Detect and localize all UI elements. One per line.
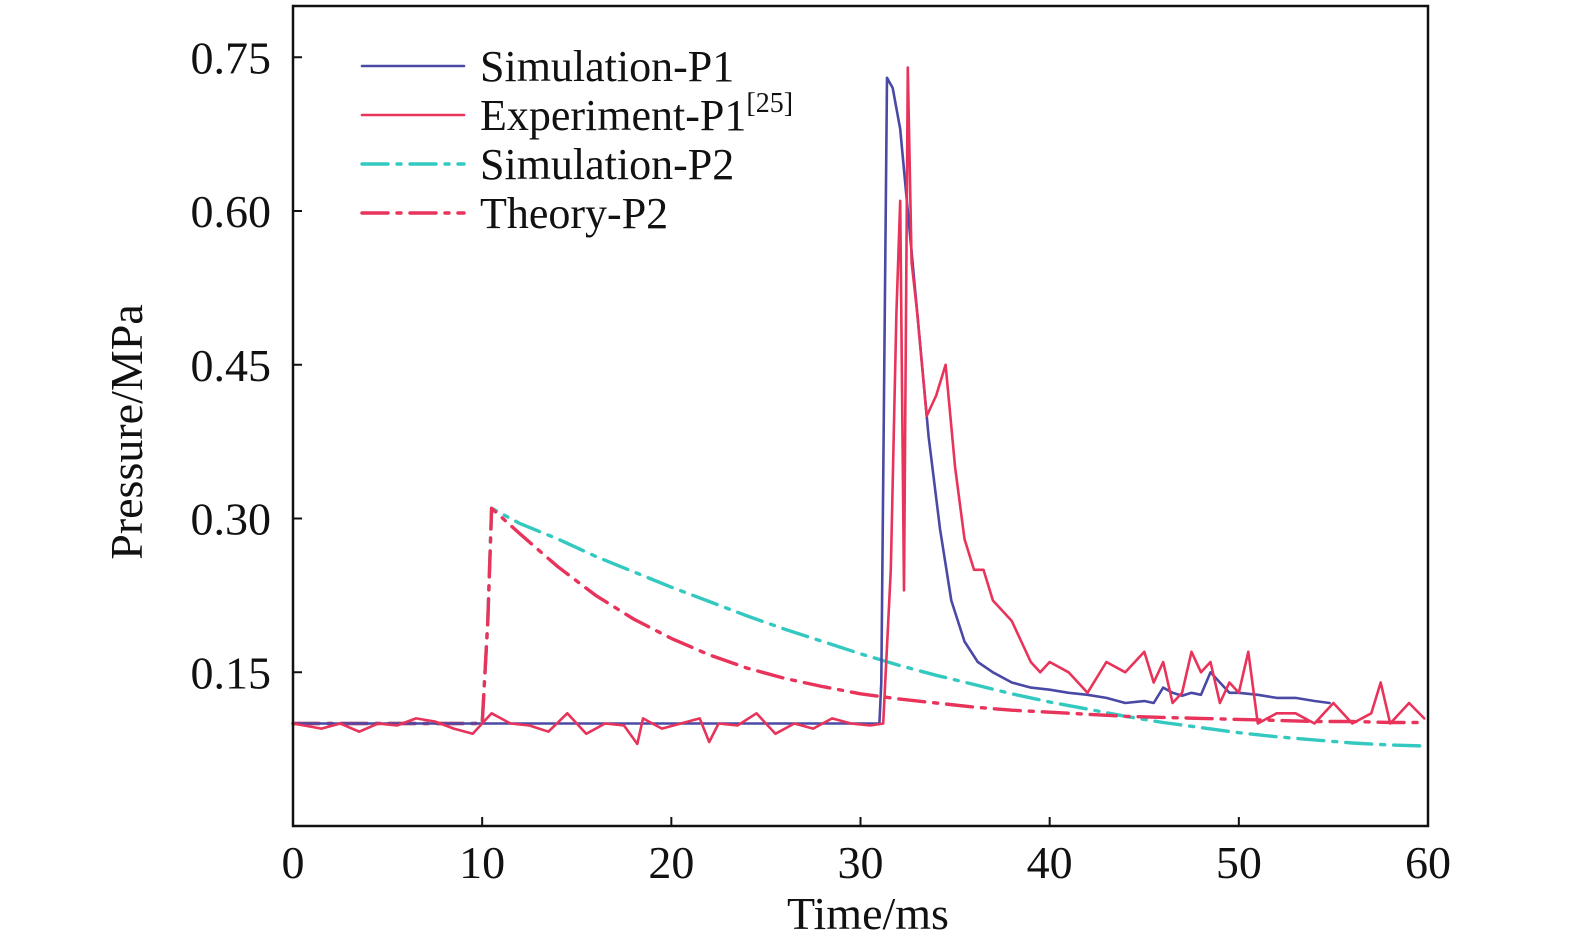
series-line-theory-p2: [291, 506, 1426, 726]
x-tick-label: 30: [838, 837, 884, 888]
legend-label: Experiment-P1[25]: [480, 88, 793, 140]
x-tick-label: 60: [1405, 837, 1451, 888]
x-tick-label: 50: [1216, 837, 1262, 888]
legend-label: Theory-P2: [480, 189, 668, 238]
legend: Simulation-P1Experiment-P1[25]Simulation…: [360, 42, 793, 238]
series-line-simulation-p2: [291, 506, 1426, 748]
legend-label: Simulation-P2: [480, 140, 734, 189]
series-line-experiment-p1: [291, 66, 1426, 746]
y-tick-label: 0.60: [191, 186, 272, 237]
y-tick-label: 0.30: [191, 494, 272, 545]
x-axis-title: Time/ms: [787, 888, 949, 939]
x-axis-ticks: 0 10 20 30 40 50 60: [282, 817, 1451, 888]
y-tick-label: 0.75: [191, 32, 272, 83]
y-axis-title: Pressure/MPa: [101, 304, 152, 560]
x-tick-label: 20: [648, 837, 694, 888]
y-tick-label: 0.45: [191, 340, 272, 391]
legend-label: Simulation-P1: [480, 42, 734, 91]
y-axis-ticks: 0.15 0.30 0.45 0.60 0.75: [191, 32, 302, 698]
x-tick-label: 10: [459, 837, 505, 888]
x-tick-label: 0: [282, 837, 305, 888]
y-tick-label: 0.15: [191, 647, 272, 698]
x-tick-label: 40: [1027, 837, 1073, 888]
series-layer: [291, 66, 1426, 748]
plot-frame: [291, 4, 1430, 828]
series-line-simulation-p1: [291, 76, 1331, 725]
legend-citation-superscript: [25]: [746, 88, 793, 119]
